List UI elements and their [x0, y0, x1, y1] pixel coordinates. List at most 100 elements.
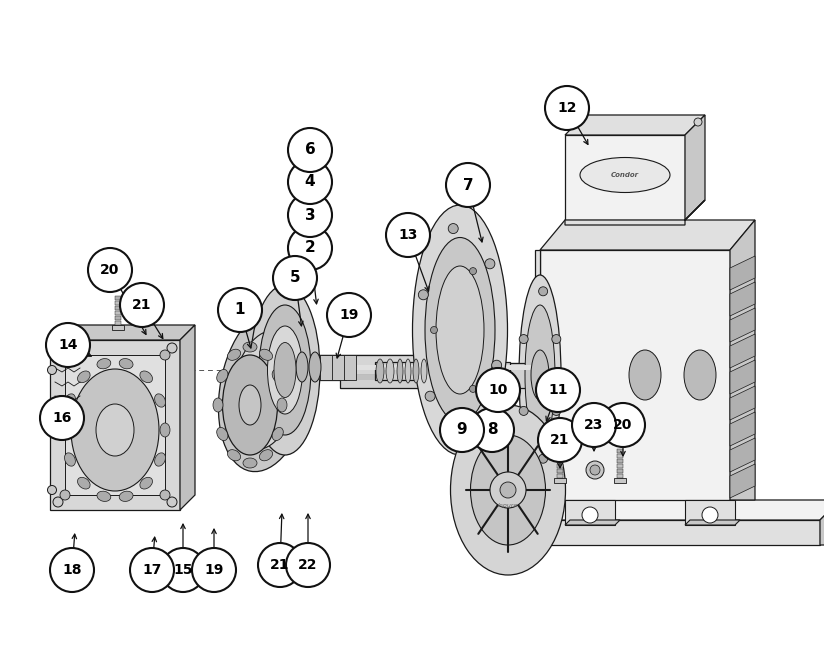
Polygon shape [280, 355, 460, 375]
Text: 21: 21 [132, 298, 152, 312]
Circle shape [53, 497, 63, 507]
Text: 13: 13 [398, 228, 418, 242]
Ellipse shape [425, 237, 495, 422]
Ellipse shape [629, 350, 661, 400]
Circle shape [46, 323, 90, 367]
Ellipse shape [64, 453, 75, 466]
Polygon shape [557, 454, 563, 458]
Polygon shape [115, 311, 121, 315]
Ellipse shape [239, 385, 261, 425]
Ellipse shape [222, 355, 278, 455]
Circle shape [430, 326, 438, 334]
Polygon shape [280, 375, 460, 380]
Ellipse shape [272, 428, 283, 441]
Polygon shape [730, 308, 755, 342]
Circle shape [218, 288, 262, 332]
Polygon shape [730, 334, 755, 368]
Circle shape [590, 465, 600, 475]
Polygon shape [614, 478, 626, 483]
Circle shape [160, 350, 170, 360]
Polygon shape [375, 362, 510, 380]
Text: 21: 21 [550, 433, 569, 447]
Polygon shape [730, 360, 755, 394]
Polygon shape [685, 115, 705, 220]
Polygon shape [557, 449, 563, 453]
Text: 3: 3 [305, 207, 316, 222]
Circle shape [130, 548, 174, 592]
Ellipse shape [436, 266, 484, 394]
Circle shape [120, 283, 164, 327]
Circle shape [327, 293, 371, 337]
Circle shape [586, 461, 604, 479]
Text: 20: 20 [101, 263, 119, 277]
Polygon shape [617, 474, 623, 478]
Polygon shape [730, 464, 755, 498]
Ellipse shape [217, 428, 228, 441]
Polygon shape [565, 115, 705, 135]
Circle shape [419, 290, 428, 300]
Polygon shape [730, 386, 755, 420]
Ellipse shape [519, 275, 561, 475]
Polygon shape [557, 474, 563, 478]
Ellipse shape [580, 158, 670, 192]
Polygon shape [340, 365, 540, 370]
Circle shape [552, 335, 561, 343]
Circle shape [288, 128, 332, 172]
Ellipse shape [413, 359, 419, 383]
Ellipse shape [260, 349, 273, 360]
Circle shape [539, 287, 548, 296]
Text: 15: 15 [173, 563, 193, 577]
Polygon shape [617, 464, 623, 468]
Ellipse shape [96, 404, 134, 456]
Polygon shape [115, 316, 121, 320]
Ellipse shape [684, 350, 716, 400]
Polygon shape [730, 282, 755, 316]
Polygon shape [344, 355, 356, 380]
Polygon shape [540, 220, 755, 250]
Polygon shape [685, 500, 735, 525]
Circle shape [552, 406, 561, 415]
Text: 20: 20 [613, 418, 633, 432]
Text: 16: 16 [52, 411, 72, 425]
Ellipse shape [160, 423, 170, 437]
Ellipse shape [250, 285, 320, 455]
Circle shape [258, 543, 302, 587]
Text: 5: 5 [290, 271, 300, 286]
Ellipse shape [309, 352, 321, 382]
Circle shape [539, 455, 548, 463]
Text: 23: 23 [584, 418, 604, 432]
Circle shape [160, 490, 170, 500]
Circle shape [492, 360, 502, 370]
Polygon shape [565, 500, 615, 525]
Ellipse shape [451, 405, 565, 575]
Circle shape [448, 224, 458, 233]
Polygon shape [565, 520, 620, 525]
Circle shape [60, 490, 70, 500]
Circle shape [60, 350, 70, 360]
Text: 14: 14 [59, 338, 77, 352]
Ellipse shape [413, 205, 508, 455]
Circle shape [582, 507, 598, 523]
Text: Condor: Condor [611, 172, 639, 178]
Circle shape [446, 163, 490, 207]
Ellipse shape [272, 370, 283, 383]
Text: 12: 12 [557, 101, 577, 115]
Ellipse shape [277, 398, 287, 412]
Ellipse shape [97, 358, 110, 369]
Ellipse shape [155, 394, 166, 407]
Polygon shape [320, 355, 338, 380]
Circle shape [519, 406, 528, 415]
Ellipse shape [140, 371, 152, 383]
Polygon shape [730, 220, 755, 500]
Circle shape [48, 366, 57, 375]
Text: Inpure: Inpure [498, 502, 518, 508]
Text: 4: 4 [305, 175, 316, 190]
Polygon shape [112, 325, 124, 330]
Ellipse shape [60, 423, 70, 437]
Polygon shape [565, 135, 685, 220]
Ellipse shape [77, 477, 90, 489]
Text: 21: 21 [270, 558, 290, 572]
Text: 9: 9 [456, 422, 467, 438]
Ellipse shape [268, 326, 302, 414]
Circle shape [536, 368, 580, 412]
